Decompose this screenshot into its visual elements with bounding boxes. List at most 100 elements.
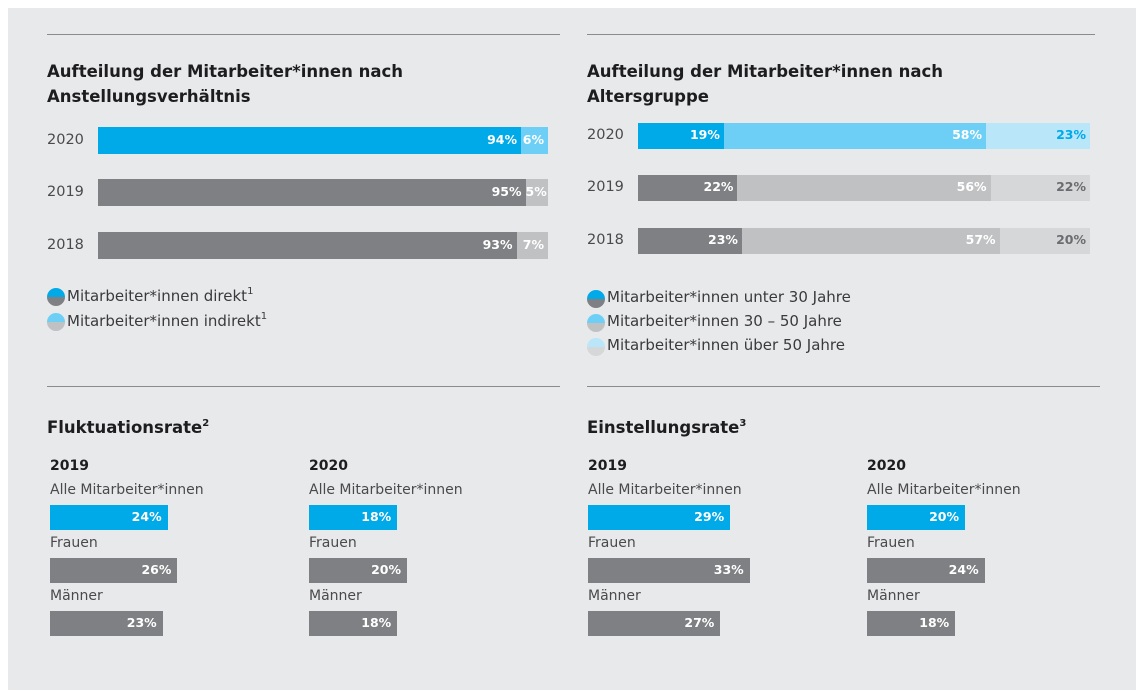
title-text: Fluktuationsrate [47, 418, 203, 437]
value-label: 24% [131, 509, 162, 524]
legend-entry: Mitarbeiter*innen unter 30 Jahre [607, 288, 851, 306]
value-label: 5% [525, 183, 547, 199]
bar [588, 558, 750, 583]
value-label: 19% [689, 127, 720, 142]
category-label: Alle Mitarbeiter*innen [867, 482, 1021, 498]
bar [867, 558, 985, 583]
category-label: Männer [50, 588, 103, 604]
chart-title: Aufteilung der Mitarbeiter*innen nach An… [47, 59, 447, 109]
footnote: 3 [739, 418, 747, 429]
value-label: 22% [1056, 179, 1086, 194]
bar-segment [990, 175, 1090, 201]
value-label: 6% [522, 131, 544, 147]
year-label: 2020 [587, 127, 624, 143]
bar-segment [521, 127, 548, 154]
footnote: 2 [202, 418, 210, 429]
bar [50, 558, 178, 583]
group-header: 2020 [309, 458, 348, 474]
bar-segment [98, 232, 517, 259]
category-label: Alle Mitarbeiter*innen [309, 482, 463, 498]
chart-title: Aufteilung der Mitarbeiter*innen nach Al… [587, 59, 987, 109]
title-text: Aufteilung der Mitarbeiter*innen nach Al… [587, 62, 943, 106]
year-label: 2018 [587, 232, 624, 248]
bar-segment [525, 179, 548, 206]
bar-segment [638, 123, 724, 149]
title-text: Aufteilung der Mitarbeiter*innen nach An… [47, 62, 403, 106]
category-label: Männer [867, 588, 920, 604]
category-label: Frauen [867, 535, 915, 551]
legend-text: Mitarbeiter*innen unter 30 Jahre [607, 288, 851, 306]
chart-title: Einstellungsrate3 [587, 411, 987, 440]
category-label: Alle Mitarbeiter*innen [588, 482, 742, 498]
legend-text: Mitarbeiter*innen direkt [67, 287, 248, 305]
legend-text: Mitarbeiter*innen 30 – 50 Jahre [607, 312, 842, 330]
value-label: 18% [361, 509, 392, 524]
bar [867, 505, 965, 530]
legend-marker [47, 313, 65, 331]
category-label: Männer [309, 588, 362, 604]
value-label: 20% [1056, 232, 1086, 247]
category-label: Alle Mitarbeiter*innen [50, 482, 204, 498]
legend-marker [587, 314, 605, 332]
bar-segment [737, 175, 991, 201]
value-label: 29% [694, 509, 725, 524]
bar-segment [638, 228, 742, 254]
value-label: 7% [522, 236, 544, 252]
value-label: 57% [965, 232, 996, 247]
legend-marker [47, 288, 65, 306]
bar [309, 558, 407, 583]
legend-entry: Mitarbeiter*innen 30 – 50 Jahre [607, 312, 842, 330]
value-label: 23% [708, 232, 738, 247]
value-label: 23% [126, 615, 157, 630]
year-label: 2019 [587, 179, 624, 195]
bar-segment [723, 123, 987, 149]
legend-entry: Mitarbeiter*innen indirekt1 [67, 311, 267, 330]
value-label: 20% [371, 562, 401, 577]
rule [47, 386, 560, 387]
bar [588, 611, 721, 636]
footnote: 1 [247, 286, 254, 297]
rule [587, 386, 1100, 387]
group-header: 2019 [50, 458, 89, 474]
category-label: Männer [588, 588, 641, 604]
value-label: 58% [952, 127, 983, 142]
bar-segment [638, 175, 738, 201]
panel [8, 8, 1136, 690]
bar-segment [98, 179, 526, 206]
value-label: 95% [491, 183, 522, 199]
value-label: 56% [956, 179, 987, 194]
category-label: Frauen [50, 535, 98, 551]
title-text: Einstellungsrate [587, 418, 740, 437]
footnote: 1 [260, 311, 268, 322]
bar-segment [98, 127, 521, 154]
group-header: 2019 [588, 458, 627, 474]
chart-title: Fluktuationsrate2 [47, 411, 447, 440]
value-label: 26% [141, 562, 172, 577]
bar-segment [999, 228, 1090, 254]
year-label: 2018 [47, 236, 84, 253]
legend-marker [587, 290, 605, 308]
category-label: Frauen [588, 535, 636, 551]
legend-entry: Mitarbeiter*innen über 50 Jahre [607, 336, 845, 354]
bar-segment [741, 228, 1000, 254]
value-label: 93% [482, 236, 513, 252]
value-label: 18% [919, 615, 950, 630]
category-label: Frauen [309, 535, 357, 551]
bar [588, 505, 731, 530]
year-label: 2020 [47, 131, 84, 148]
year-label: 2019 [47, 183, 84, 200]
value-label: 94% [487, 131, 517, 147]
bar [309, 611, 398, 636]
rule [47, 34, 560, 35]
bar-segment [516, 232, 548, 259]
legend-entry: Mitarbeiter*innen direkt1 [67, 286, 253, 305]
legend-text: Mitarbeiter*innen indirekt [67, 312, 261, 330]
value-label: 33% [713, 562, 744, 577]
bar [50, 505, 168, 530]
value-label: 20% [929, 509, 959, 524]
legend-text: Mitarbeiter*innen über 50 Jahre [607, 336, 845, 354]
value-label: 24% [948, 562, 979, 577]
value-label: 18% [361, 615, 392, 630]
value-label: 22% [703, 179, 734, 194]
